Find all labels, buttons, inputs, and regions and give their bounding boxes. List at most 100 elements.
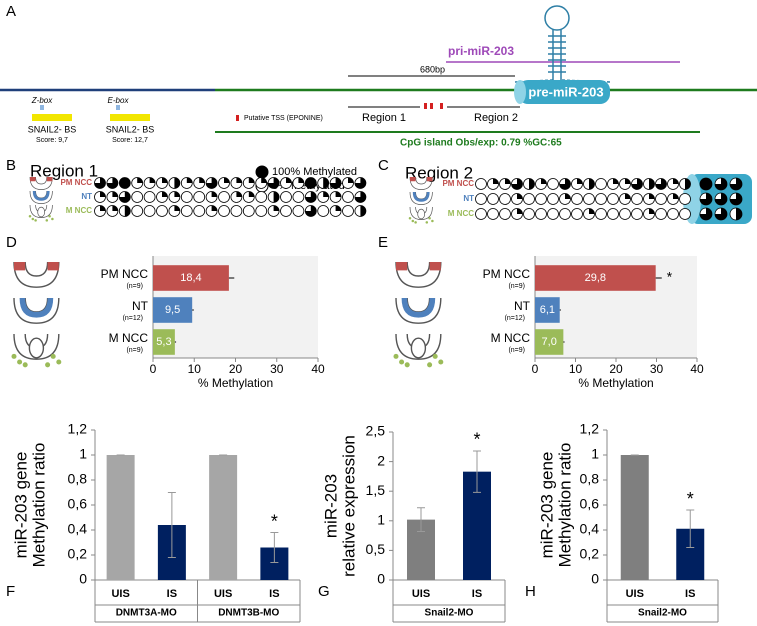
bar-value-label: 18,4 (180, 272, 201, 284)
methylation-circle (354, 205, 367, 217)
bar-value-label: 5,3 (156, 336, 171, 348)
tissue-icon (13, 297, 60, 324)
methylation-circle (631, 208, 643, 220)
y-axis-label: miR-203 (321, 474, 340, 538)
methylation-circle (619, 178, 631, 190)
methylation-circle (487, 193, 499, 205)
panel-label: E (378, 234, 388, 251)
wedge (149, 177, 156, 183)
methylation-circle (655, 193, 667, 205)
wedge (305, 191, 317, 203)
methylation-circle (193, 177, 206, 189)
circle-outline (679, 193, 691, 205)
methylation-circle (487, 178, 499, 190)
methylation-circle (280, 177, 292, 189)
circle-outline (547, 178, 559, 190)
methylation-circle (267, 205, 280, 217)
circle-outline (230, 205, 243, 217)
error-bar (270, 532, 279, 563)
wedge (559, 178, 571, 190)
bar (153, 297, 193, 323)
wedge (589, 208, 595, 214)
methylation-circle (329, 177, 342, 189)
methylation-circle (143, 205, 156, 217)
wedge (119, 191, 131, 203)
methylation-circle (631, 193, 643, 205)
circle-outline (547, 208, 559, 220)
wedge (715, 208, 727, 220)
circle-outline (607, 193, 619, 205)
circle-outline (475, 178, 487, 190)
score-label: Score: 9,7 (36, 137, 68, 144)
wedge (268, 177, 280, 189)
methylation-circle (667, 208, 679, 220)
methylation-circle (699, 177, 713, 191)
methylation-circle (655, 208, 667, 220)
methylation-circle (180, 191, 193, 203)
wedge (174, 177, 180, 189)
methylation-circle (354, 191, 367, 203)
circle-outline (255, 191, 268, 203)
cell (411, 219, 415, 223)
binding-box (110, 114, 150, 121)
x-tick-label: UIS (626, 588, 644, 600)
cell (432, 353, 438, 359)
circle-outline (180, 205, 193, 217)
methylation-circle (267, 191, 280, 203)
tss-mark (430, 103, 433, 109)
motif-label: E-box (108, 96, 130, 105)
cell (393, 353, 399, 359)
x-axis-label: % Methylation (578, 376, 653, 390)
methylation-circle (218, 177, 230, 189)
methylation-circle (475, 193, 487, 205)
tss-label: Putative TSS (EPONINE) (244, 115, 323, 122)
y-tick-label: NT (514, 299, 531, 313)
nc (410, 337, 427, 359)
tissue-icon (29, 176, 53, 190)
methylation-circle (699, 192, 713, 206)
wedge (360, 205, 366, 217)
circle-outline (280, 205, 292, 217)
wedge (124, 205, 131, 217)
tissue-icon (395, 261, 442, 288)
sample-size: (n=9) (126, 347, 143, 354)
methylation-circle (106, 177, 119, 189)
methylation-circle (292, 205, 305, 217)
tss-icon (236, 115, 239, 121)
row-label: M NCC (66, 206, 92, 215)
y-axis-label: Methylation ratio (29, 443, 48, 568)
circle-outline (342, 205, 354, 217)
x-tick-label: 20 (609, 362, 623, 376)
methylation-circle (230, 205, 243, 217)
y-tick-label: 0,8 (68, 471, 88, 487)
methylation-circle (475, 208, 487, 220)
cell (431, 219, 434, 223)
methylation-circle (607, 178, 619, 190)
wedge (354, 177, 366, 189)
error-bar (473, 450, 481, 493)
region-title: Region 1 (30, 161, 98, 180)
circle-outline (342, 191, 354, 203)
methylation-circle (242, 177, 255, 189)
methylation-circle (547, 208, 559, 220)
wedge (273, 191, 280, 203)
methylation-circle (571, 178, 583, 190)
x-tick-label: IS (685, 588, 695, 600)
circle-outline (679, 208, 691, 220)
methylation-circle (729, 192, 743, 206)
methylation-circle (118, 191, 131, 203)
row-label: PM NCC (60, 178, 92, 187)
circle-outline (571, 193, 583, 205)
y-tick-label: 1 (377, 512, 385, 528)
bar (535, 297, 560, 323)
bar (209, 455, 238, 580)
methylation-circle (255, 205, 268, 217)
methylation-circle (317, 205, 330, 217)
methylation-circle (267, 177, 280, 189)
wedge (589, 178, 595, 190)
methylation-circle (168, 205, 181, 217)
methylation-circle (511, 208, 523, 220)
y-tick-label: 2 (377, 452, 385, 468)
circle-outline (631, 208, 643, 220)
circle-outline (242, 205, 255, 217)
